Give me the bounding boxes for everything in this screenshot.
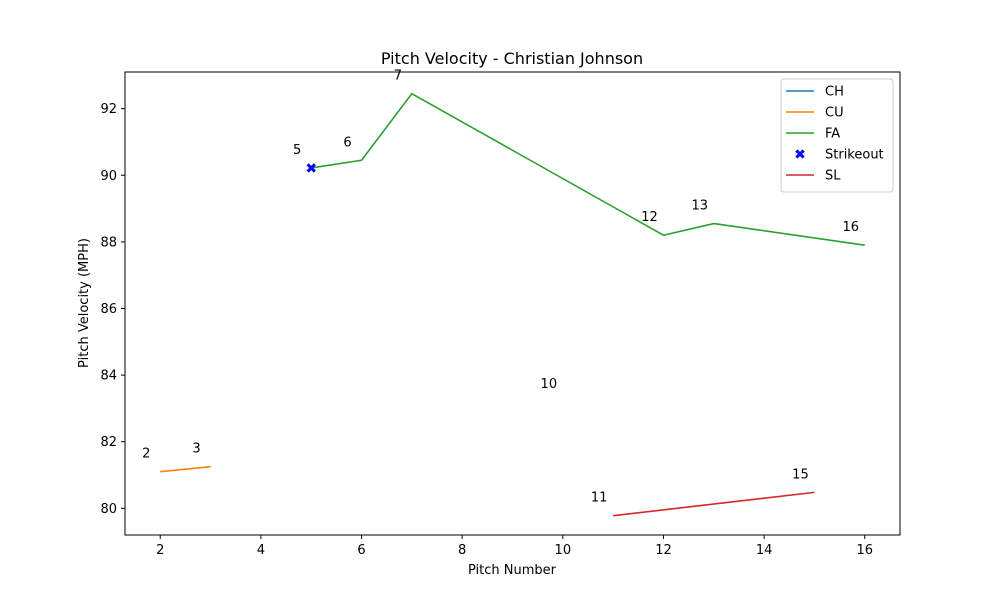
legend-box — [780, 78, 894, 193]
x-tick-label: 2 — [156, 543, 164, 558]
y-tick-label: 92 — [100, 102, 117, 117]
legend-entry-fa: FA — [825, 127, 840, 142]
pitch-number-label: 2 — [142, 447, 150, 462]
x-axis-label: Pitch Number — [468, 563, 557, 578]
x-tick-label: 10 — [555, 543, 572, 558]
x-tick-label: 14 — [756, 543, 773, 558]
x-tick-label: 4 — [257, 543, 265, 558]
pitch-number-label: 3 — [192, 442, 200, 457]
pitch-number-label: 15 — [792, 467, 809, 482]
y-tick-label: 84 — [100, 369, 117, 384]
pitch-number-label: 11 — [591, 491, 608, 506]
legend-entry-cu: CU — [825, 106, 844, 121]
series-line-fa — [311, 92, 865, 247]
pitch-number-label: 12 — [641, 210, 658, 225]
x-tick-label: 6 — [357, 543, 365, 558]
pitch-number-label: 13 — [692, 199, 709, 214]
legend-entry-ch: CH — [825, 85, 844, 100]
series-line-sl — [613, 491, 815, 517]
strikeout-marker — [306, 163, 316, 173]
pitch-number-label: 5 — [293, 143, 301, 158]
y-tick-label: 80 — [100, 502, 117, 517]
axes-frame — [124, 71, 901, 536]
legend-entry-strikeout: Strikeout — [825, 148, 884, 163]
chart-title: Pitch Velocity - Christian Johnson — [381, 49, 643, 68]
pitch-number-label: 7 — [394, 69, 402, 84]
pitch-number-label: 10 — [541, 377, 558, 392]
axes: 2 4 6 8 10 12 14 16 80 82 84 86 88 90 92 — [100, 71, 901, 558]
y-tick-label: 82 — [100, 435, 117, 450]
plot-area: 2 3 5 6 7 10 11 12 13 15 16 — [142, 69, 865, 517]
x-tick-label: 12 — [655, 543, 672, 558]
y-tick-label: 88 — [100, 235, 117, 250]
series-line-cu — [160, 465, 211, 473]
strikeout-marker-stroke-b — [306, 163, 316, 173]
y-tick-label: 90 — [100, 169, 117, 184]
y-tick-label: 86 — [100, 302, 117, 317]
pitch-number-label: 6 — [343, 135, 351, 150]
legend: CH CU FA Strikeout SL — [780, 78, 894, 193]
y-axis-label: Pitch Velocity (MPH) — [77, 238, 92, 368]
x-tick-label: 16 — [856, 543, 873, 558]
x-tick-label: 8 — [458, 543, 466, 558]
legend-marker-strikeout — [795, 149, 805, 159]
pitch-number-label: 16 — [842, 220, 859, 235]
legend-entry-sl: SL — [825, 169, 841, 184]
